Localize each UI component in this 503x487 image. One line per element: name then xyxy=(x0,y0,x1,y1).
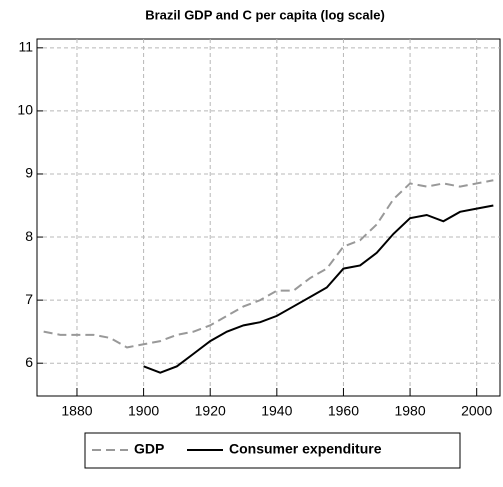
x-tick-label: 1880 xyxy=(61,403,92,419)
series-line xyxy=(143,204,494,374)
x-tick-label: 1900 xyxy=(128,403,159,419)
y-tick-label: 7 xyxy=(25,291,33,307)
x-tick-label: 1980 xyxy=(394,403,425,419)
x-tick-label: 2000 xyxy=(461,403,492,419)
x-tick-label: 1920 xyxy=(195,403,226,419)
series-line xyxy=(43,179,494,349)
y-tick-label: 6 xyxy=(25,354,33,370)
legend-label: GDP xyxy=(134,441,164,457)
chart-title: Brazil GDP and C per capita (log scale) xyxy=(145,7,385,22)
y-tick-label: 11 xyxy=(18,39,33,55)
legend xyxy=(84,432,461,469)
y-tick-label: 9 xyxy=(25,165,33,181)
y-tick-label: 10 xyxy=(17,102,33,118)
legend-label: Consumer expenditure xyxy=(229,441,382,457)
x-tick-label: 1940 xyxy=(261,403,292,419)
x-tick-label: 1960 xyxy=(328,403,359,419)
plot-frame xyxy=(36,38,501,397)
y-tick-label: 8 xyxy=(25,228,33,244)
